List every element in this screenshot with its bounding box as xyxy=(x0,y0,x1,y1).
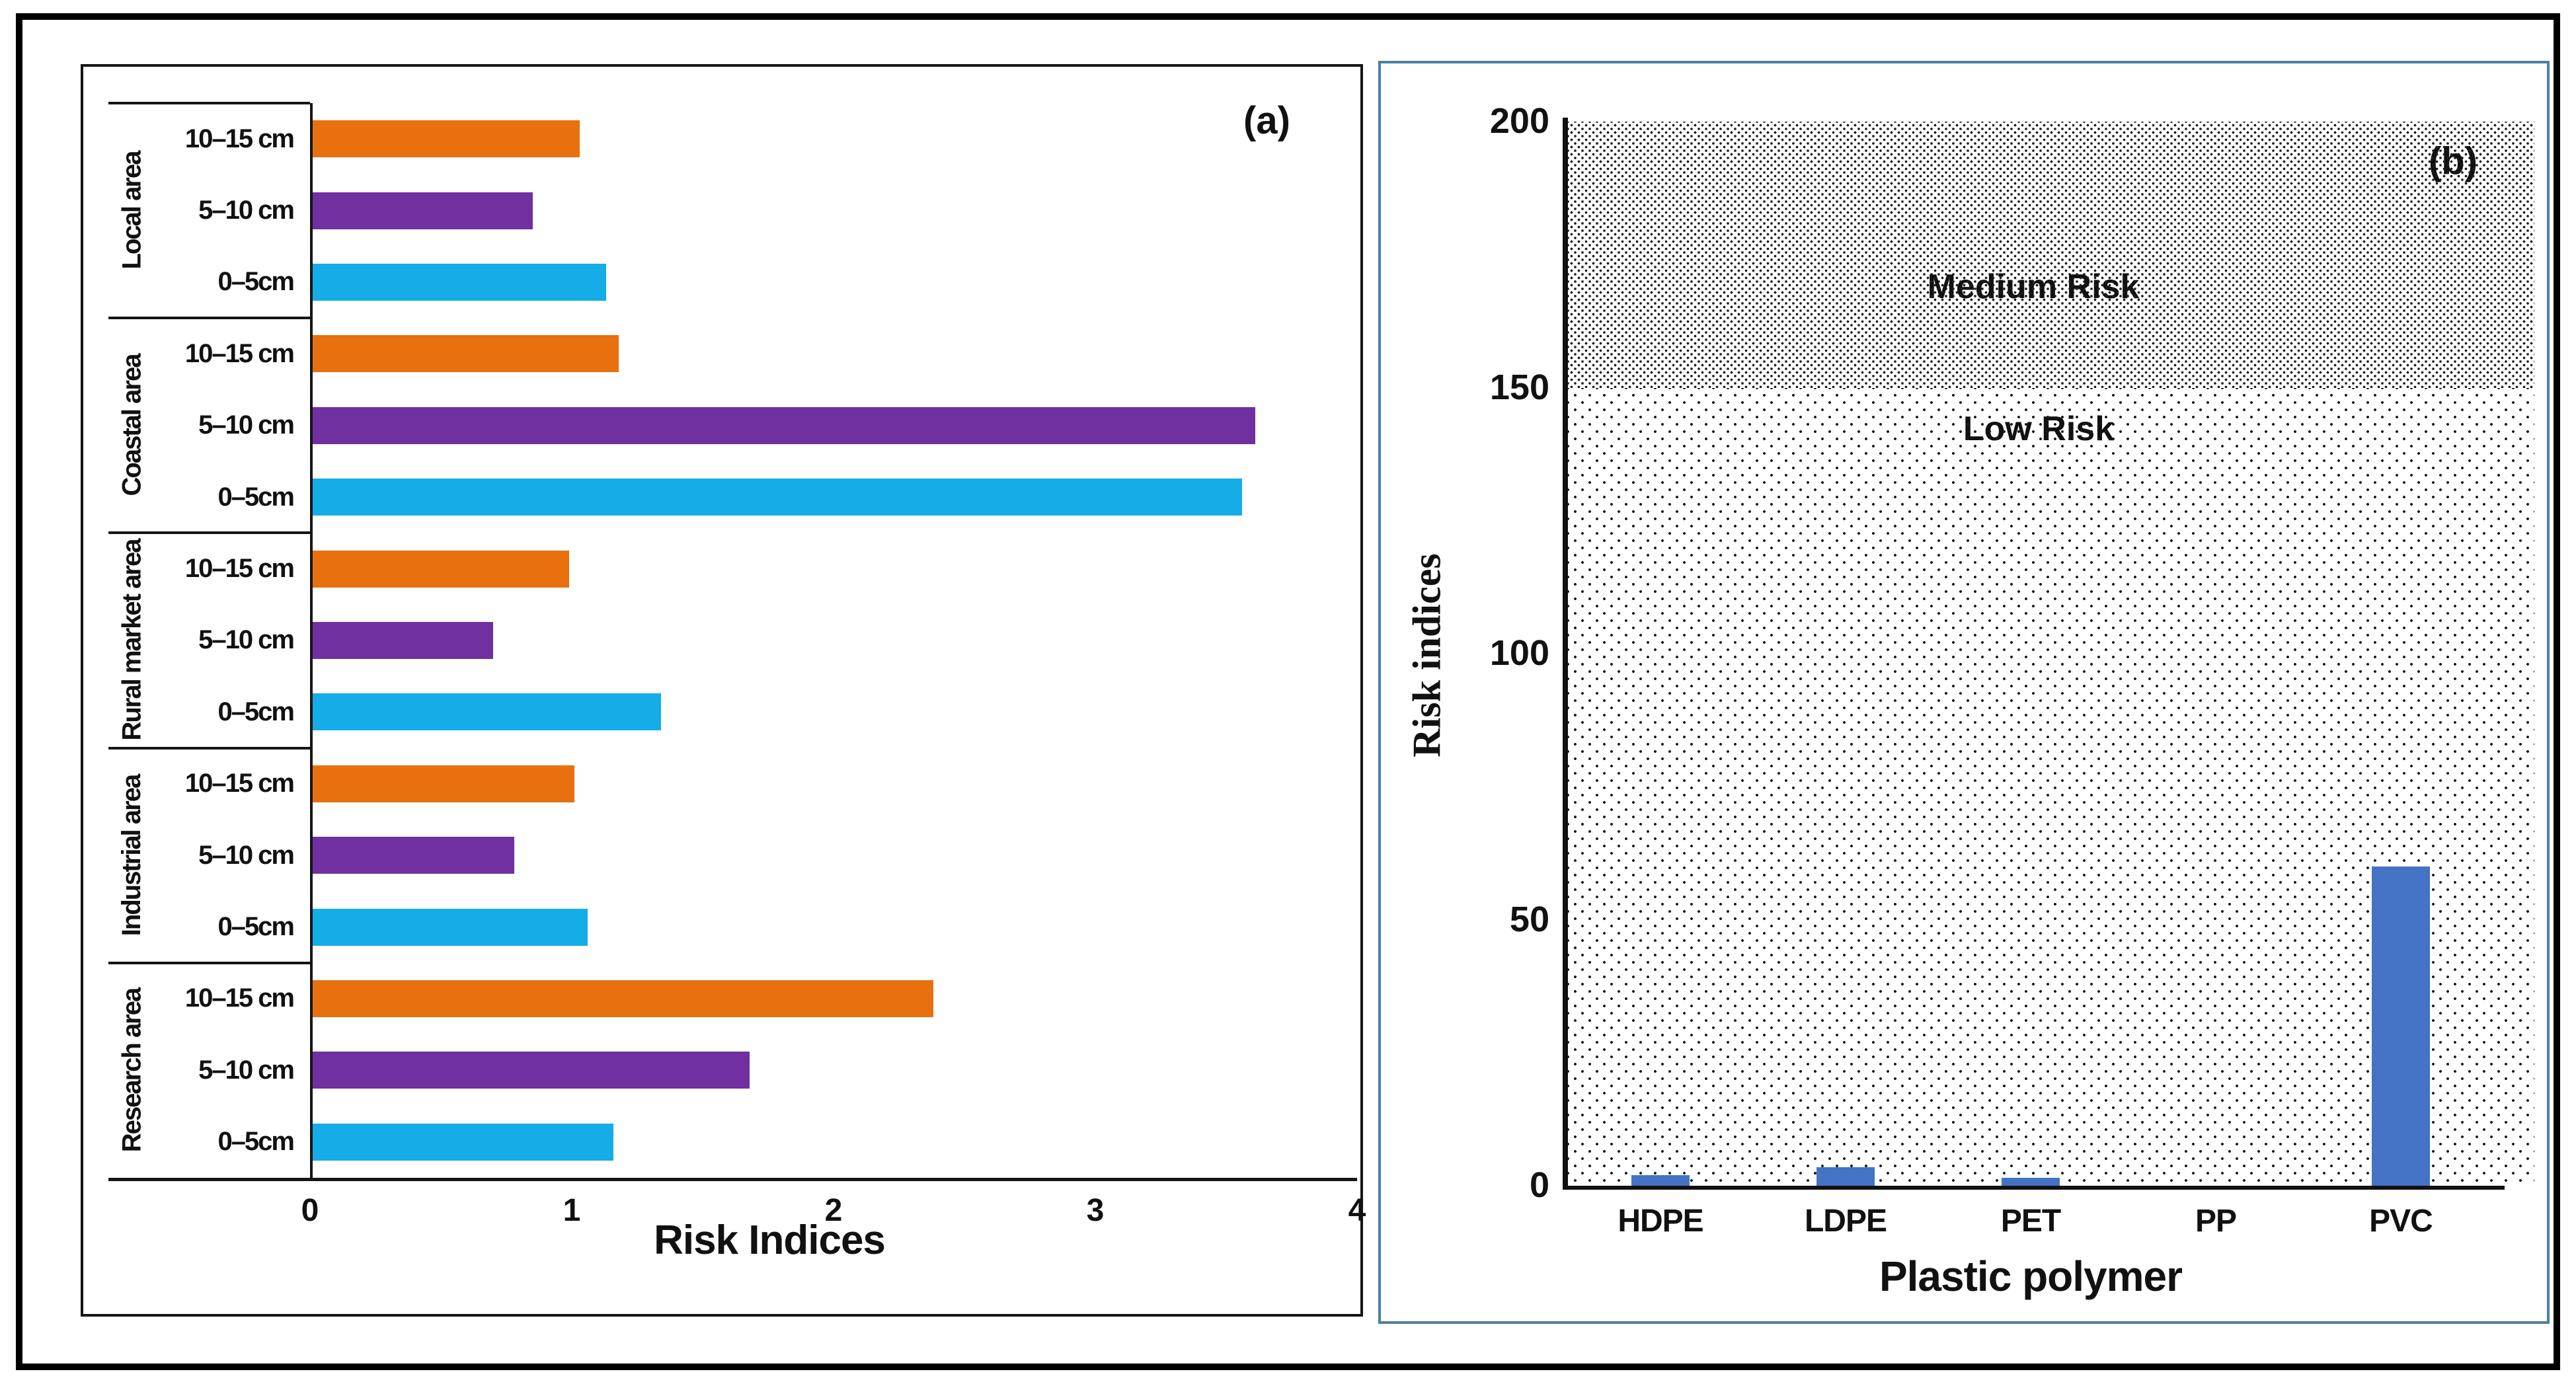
group-separator xyxy=(108,961,310,964)
y-tick-label: 50 xyxy=(1509,899,1549,939)
bar xyxy=(313,335,619,373)
area-label: Coastal area xyxy=(117,354,147,496)
area-label: Research area xyxy=(117,988,147,1153)
bar xyxy=(1816,1167,1875,1186)
x-tick-label: 3 xyxy=(1086,1193,1105,1228)
bar xyxy=(313,1052,750,1089)
x-category-label: PP xyxy=(2195,1204,2237,1239)
x-category-label: LDPE xyxy=(1804,1204,1887,1239)
y-tick-label: 150 xyxy=(1489,367,1549,407)
area-label: Local area xyxy=(117,151,147,270)
bar xyxy=(313,765,574,802)
x-tick-label: 2 xyxy=(824,1193,843,1228)
x-axis-line xyxy=(1563,1186,2505,1190)
x-category-label: PET xyxy=(2000,1204,2061,1239)
depth-tick-label: 5–10 cm xyxy=(198,625,295,655)
bar xyxy=(313,120,580,158)
depth-tick-label: 10–15 cm xyxy=(184,124,295,153)
bar xyxy=(1631,1174,1690,1186)
bar xyxy=(313,980,933,1017)
depth-tick-label: 0–5cm xyxy=(217,1127,295,1157)
bar xyxy=(313,406,1255,444)
x-tick-label: 1 xyxy=(563,1193,581,1228)
depth-tick-label: 10–15 cm xyxy=(184,983,295,1013)
x-tick-label: 4 xyxy=(1348,1193,1366,1228)
depth-tick-label: 5–10 cm xyxy=(198,196,295,225)
y-axis-line xyxy=(1563,118,1568,1186)
group-separator xyxy=(108,746,310,750)
bar xyxy=(2002,1177,2060,1186)
bar xyxy=(313,479,1242,516)
group-separator xyxy=(108,102,310,104)
group-separator xyxy=(108,531,310,535)
y-axis-line xyxy=(310,103,313,1178)
bar xyxy=(313,264,606,301)
area-label: Rural market area xyxy=(117,540,147,741)
y-tick-label: 0 xyxy=(1529,1165,1549,1205)
depth-tick-label: 10–15 cm xyxy=(184,769,295,798)
y-tick-label: 100 xyxy=(1489,633,1549,673)
depth-tick-label: 0–5cm xyxy=(217,482,295,512)
group-separator xyxy=(108,317,310,320)
medium-risk-region xyxy=(1568,122,2534,388)
panel-a-label: (a) xyxy=(1243,99,1290,142)
depth-tick-label: 5–10 cm xyxy=(198,840,295,870)
x-axis-line xyxy=(108,1178,1357,1181)
x-category-label: HDPE xyxy=(1618,1204,1703,1239)
area-label: Industrial area xyxy=(117,775,147,936)
depth-tick-label: 0–5cm xyxy=(217,912,295,942)
panel-a-x-axis-title: Risk Indices xyxy=(654,1217,886,1263)
bar xyxy=(313,837,514,874)
bar xyxy=(313,1123,614,1161)
panel-b-x-axis-title: Plastic polymer xyxy=(1879,1252,2183,1300)
bar xyxy=(313,622,494,659)
x-tick-label: 0 xyxy=(301,1193,319,1228)
bar xyxy=(313,693,661,731)
depth-tick-label: 10–15 cm xyxy=(184,554,295,584)
depth-tick-label: 0–5cm xyxy=(217,267,295,297)
depth-tick-label: 5–10 cm xyxy=(198,410,295,440)
bar xyxy=(313,908,588,946)
bar xyxy=(313,550,570,588)
panel-a-horizontal-bar-chart: (a) Risk Indices Local area 10–15 cm 5–10 … xyxy=(81,64,1366,1317)
depth-tick-label: 10–15 cm xyxy=(184,338,295,368)
panel-b-vertical-bar-chart: Risk indices Medium Risk Low Risk (b) Pl… xyxy=(1378,61,2550,1324)
depth-tick-label: 0–5cm xyxy=(217,697,295,726)
x-category-label: PVC xyxy=(2369,1204,2433,1239)
depth-tick-label: 5–10 cm xyxy=(198,1055,295,1085)
bar xyxy=(2372,866,2430,1186)
bar xyxy=(313,192,533,229)
y-tick-label: 200 xyxy=(1489,101,1549,141)
